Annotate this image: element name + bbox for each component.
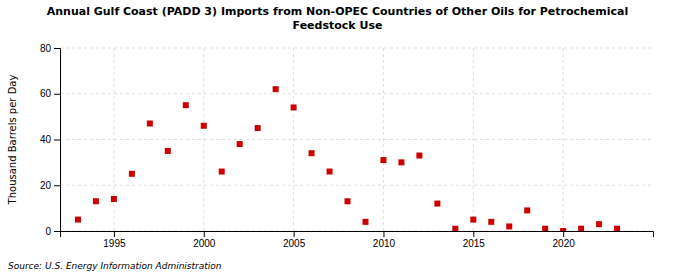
point: [398, 159, 404, 165]
point: [362, 219, 368, 225]
x-tick-label: 2010: [373, 238, 396, 249]
y-tick-mark: [54, 231, 60, 232]
x-tick-mark: [563, 231, 564, 237]
point: [560, 228, 566, 231]
y-tick-mark: [54, 185, 60, 186]
y-axis-title: Thousand Barrels per Day: [7, 75, 18, 206]
x-tick: 2010: [373, 231, 396, 249]
point: [201, 123, 207, 129]
x-tick: 2000: [193, 231, 216, 249]
y-tick-label: 0: [45, 226, 51, 237]
points: [75, 86, 620, 231]
point: [93, 198, 99, 204]
y-tick-label: 40: [40, 134, 52, 145]
point: [111, 196, 117, 202]
x-tick-mark: [114, 231, 115, 237]
y-tick: 80: [40, 43, 60, 54]
grid-line-x: [563, 48, 564, 231]
y-tick: 40: [40, 134, 60, 145]
x-tick-label: 1995: [103, 238, 126, 249]
x-tick-label: 2000: [193, 238, 216, 249]
point: [183, 102, 189, 108]
point: [578, 226, 584, 231]
x-tick-label: 2005: [283, 238, 306, 249]
grid-line-x: [113, 48, 114, 231]
y-tick-label: 20: [40, 180, 52, 191]
y-tick-mark: [54, 140, 60, 141]
point: [309, 150, 315, 156]
point: [75, 217, 81, 223]
point: [219, 169, 225, 175]
x-tick-mark: [473, 231, 474, 237]
title: Annual Gulf Coast (PADD 3) Imports from …: [47, 5, 629, 32]
point: [416, 153, 422, 159]
x-tick: 1995: [103, 231, 126, 249]
point: [614, 226, 620, 231]
point: [291, 104, 297, 110]
chart: 1995 2000 2005 2010 2015 2020 0 20 40 60 80 Annual …: [0, 0, 675, 275]
grid-line-x: [473, 48, 474, 231]
point: [273, 86, 279, 92]
point: [542, 226, 548, 231]
point: [596, 221, 602, 227]
source: Source: U.S. Energy Information Administ…: [8, 261, 222, 271]
x-tick-label: 2020: [553, 238, 576, 249]
y-tick-mark: [54, 94, 60, 95]
point: [380, 157, 386, 163]
point: [488, 219, 494, 225]
point: [165, 148, 171, 154]
grid-line-y: [60, 185, 653, 186]
point: [345, 198, 351, 204]
grid-line-y: [60, 48, 653, 49]
point: [255, 125, 261, 131]
point: [327, 169, 333, 175]
point: [147, 120, 153, 126]
x-axis: 1995 2000 2005 2010 2015 2020: [61, 231, 654, 249]
grid: [60, 48, 653, 231]
x-tick-label: 2015: [463, 238, 486, 249]
x-axis-line: [61, 232, 654, 238]
grid-line-x: [293, 48, 294, 231]
y-axis-line: [54, 49, 61, 232]
x-tick-mark: [294, 231, 295, 237]
point: [506, 223, 512, 229]
grid-line-y: [60, 93, 653, 94]
x-tick-mark: [204, 231, 205, 237]
x-tick: 2005: [283, 231, 306, 249]
grid-line-y: [60, 139, 653, 140]
point: [452, 226, 458, 231]
y-tick: 20: [40, 180, 60, 191]
grid-line-x: [383, 48, 384, 231]
title-line: Feedstock Use: [293, 19, 383, 32]
x-tick-mark: [383, 231, 384, 237]
title-line: Annual Gulf Coast (PADD 3) Imports from …: [47, 5, 629, 18]
point: [129, 171, 135, 177]
grid-line-x: [203, 48, 204, 231]
x-tick: 2020: [553, 231, 576, 249]
y-tick-label: 80: [40, 43, 52, 54]
point: [524, 207, 530, 213]
y-tick-mark: [54, 48, 60, 49]
y-axis: 0 20 40 60 80: [40, 43, 61, 237]
x-tick: 2015: [463, 231, 486, 249]
y-tick: 0: [45, 226, 60, 237]
point: [470, 217, 476, 223]
y-tick: 60: [40, 88, 60, 99]
point: [237, 141, 243, 147]
y-tick-label: 60: [40, 88, 52, 99]
point: [434, 201, 440, 207]
